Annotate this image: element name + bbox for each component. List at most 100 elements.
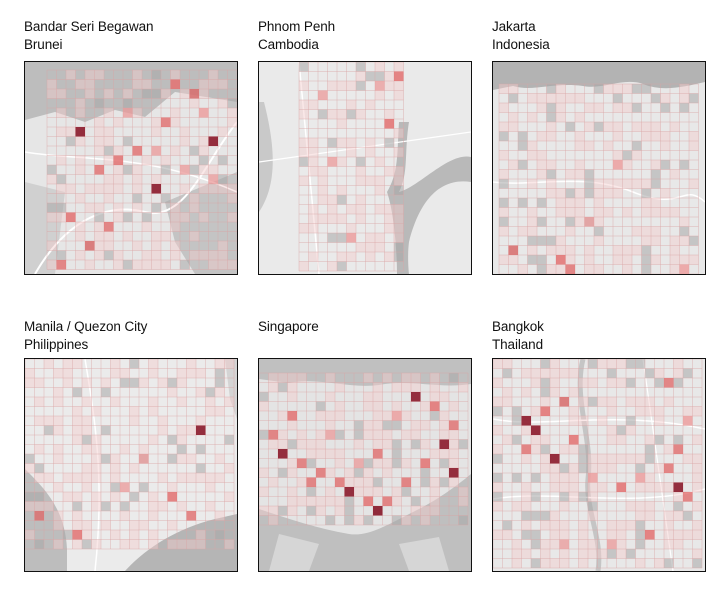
grid-cell — [189, 203, 199, 213]
grid-cell — [540, 378, 550, 388]
grid-cell — [394, 147, 404, 157]
grid-cell — [382, 373, 392, 383]
grid-cell — [670, 255, 680, 265]
grid-cell — [363, 515, 373, 525]
grid-cell — [199, 136, 209, 146]
grid-cell — [75, 165, 85, 175]
map-canvas-phnom — [259, 62, 471, 274]
heat-cell — [449, 468, 459, 478]
grid-cell — [299, 62, 309, 72]
grid-cell — [297, 477, 307, 487]
grid-cell — [218, 127, 228, 137]
grid-cell — [394, 176, 404, 186]
grid-cell — [518, 160, 528, 170]
grid-cell — [531, 558, 541, 568]
grid-cell — [499, 150, 509, 160]
grid-cell — [186, 425, 196, 435]
grid-cell — [575, 160, 585, 170]
grid-cell — [458, 439, 468, 449]
grid-cell — [373, 382, 383, 392]
grid-cell — [199, 212, 209, 222]
grid-cell — [673, 501, 683, 511]
grid-cell — [151, 89, 161, 99]
grid-cell — [575, 169, 585, 179]
grid-cell — [75, 222, 85, 232]
grid-cell — [177, 368, 187, 378]
grid-cell — [679, 236, 689, 246]
grid-cell — [689, 131, 699, 141]
grid-cell — [132, 108, 142, 118]
grid-cell — [25, 492, 35, 502]
grid-cell — [692, 463, 702, 473]
grid-cell — [104, 155, 114, 165]
grid-cell — [299, 147, 309, 157]
grid-cell — [259, 401, 269, 411]
heat-cell — [335, 477, 345, 487]
grid-cell — [158, 501, 168, 511]
grid-cell — [546, 93, 556, 103]
grid-cell — [689, 141, 699, 151]
grid-cell — [177, 501, 187, 511]
grid-cell — [632, 150, 642, 160]
grid-cell — [401, 458, 411, 468]
grid-cell — [683, 406, 693, 416]
grid-cell — [75, 136, 85, 146]
grid-cell — [104, 108, 114, 118]
heatmap-bandar — [24, 61, 238, 275]
grid-cell — [66, 70, 76, 80]
grid-cell — [337, 261, 347, 271]
grid-cell — [540, 511, 550, 521]
grid-cell — [613, 188, 623, 198]
heat-cell — [318, 90, 328, 100]
grid-cell — [142, 260, 152, 270]
grid-cell — [679, 84, 689, 94]
grid-cell — [318, 109, 328, 119]
grid-cell — [392, 496, 402, 506]
grid-cell — [641, 255, 651, 265]
heat-cell — [344, 487, 354, 497]
grid-cell — [72, 539, 82, 549]
grid-cell — [335, 506, 345, 516]
grid-cell — [199, 89, 209, 99]
grid-cell — [654, 558, 664, 568]
heat-cell — [306, 477, 316, 487]
grid-cell — [578, 416, 588, 426]
grid-cell — [689, 255, 699, 265]
grid-cell — [531, 368, 541, 378]
grid-cell — [373, 487, 383, 497]
grid-cell — [673, 530, 683, 540]
road — [298, 62, 320, 274]
water-body — [25, 62, 237, 122]
grid-cell — [189, 165, 199, 175]
grid-cell — [531, 444, 541, 454]
grid-cell — [597, 416, 607, 426]
heat-cell — [664, 463, 674, 473]
grid-cell — [641, 131, 651, 141]
heat-cell — [373, 506, 383, 516]
grid-cell — [287, 439, 297, 449]
grid-cell — [278, 506, 288, 516]
grid-cell — [268, 506, 278, 516]
grid-cell — [299, 223, 309, 233]
heatmap-phnom — [258, 61, 472, 275]
grid-cell — [641, 84, 651, 94]
grid-cell — [189, 146, 199, 156]
grid-cell — [635, 454, 645, 464]
grid-cell — [148, 359, 158, 369]
grid-cell — [449, 373, 459, 383]
grid-cell — [588, 511, 598, 521]
grid-cell — [113, 165, 123, 175]
grid-cell — [327, 261, 337, 271]
grid-cell — [632, 226, 642, 236]
grid-cell — [75, 250, 85, 260]
grid-cell — [34, 492, 44, 502]
grid-cell — [626, 378, 636, 388]
grid-cell — [527, 207, 537, 217]
grid-cell — [82, 530, 92, 540]
grid-cell — [556, 207, 566, 217]
grid-cell — [527, 141, 537, 151]
grid-layer — [259, 372, 469, 526]
grid-cell — [129, 539, 139, 549]
country-name: Thailand — [492, 337, 543, 352]
grid-cell — [75, 231, 85, 241]
